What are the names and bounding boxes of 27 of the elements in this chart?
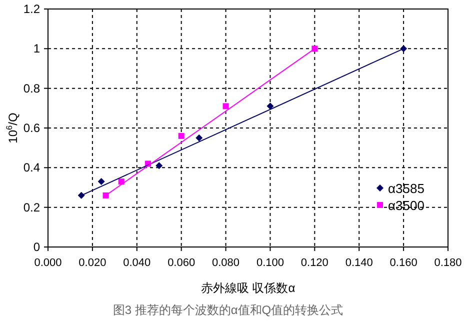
x-tick-label: 0.100	[256, 257, 284, 269]
x-tick-label: 0.080	[212, 257, 240, 269]
x-axis-title: 赤外線吸 収係数α	[200, 281, 296, 295]
x-tick-label: 0.020	[78, 257, 106, 269]
y-tick-label: 0.6	[23, 121, 40, 135]
x-tick-label: 0.040	[123, 257, 151, 269]
y-tick-label: 1.2	[23, 2, 40, 16]
caption: 图3 推荐的每个波数的α值和Q值的转换公式	[112, 303, 344, 317]
point	[98, 178, 105, 186]
point	[266, 102, 274, 110]
x-tick-label: 0.000	[34, 257, 62, 269]
x-tick-label: 0.160	[390, 257, 418, 269]
legend-label: α3585	[388, 181, 424, 196]
x-tick-label: 0.060	[168, 257, 196, 269]
legend-label: α3500	[388, 198, 424, 213]
x-tick-label: 0.180	[434, 257, 462, 269]
y-tick-label: 0.4	[23, 160, 40, 175]
x-tick-label: 0.140	[345, 257, 373, 269]
point	[222, 103, 229, 110]
point	[156, 162, 163, 170]
y-tick-label: 0.2	[23, 200, 40, 214]
point	[196, 134, 203, 142]
y-tick-label: 0	[33, 240, 40, 254]
y-tick-label: 1	[33, 42, 40, 56]
x-tick-label: 0.120	[300, 257, 328, 269]
point	[178, 132, 184, 139]
y-tick-label: 0.8	[23, 81, 40, 96]
